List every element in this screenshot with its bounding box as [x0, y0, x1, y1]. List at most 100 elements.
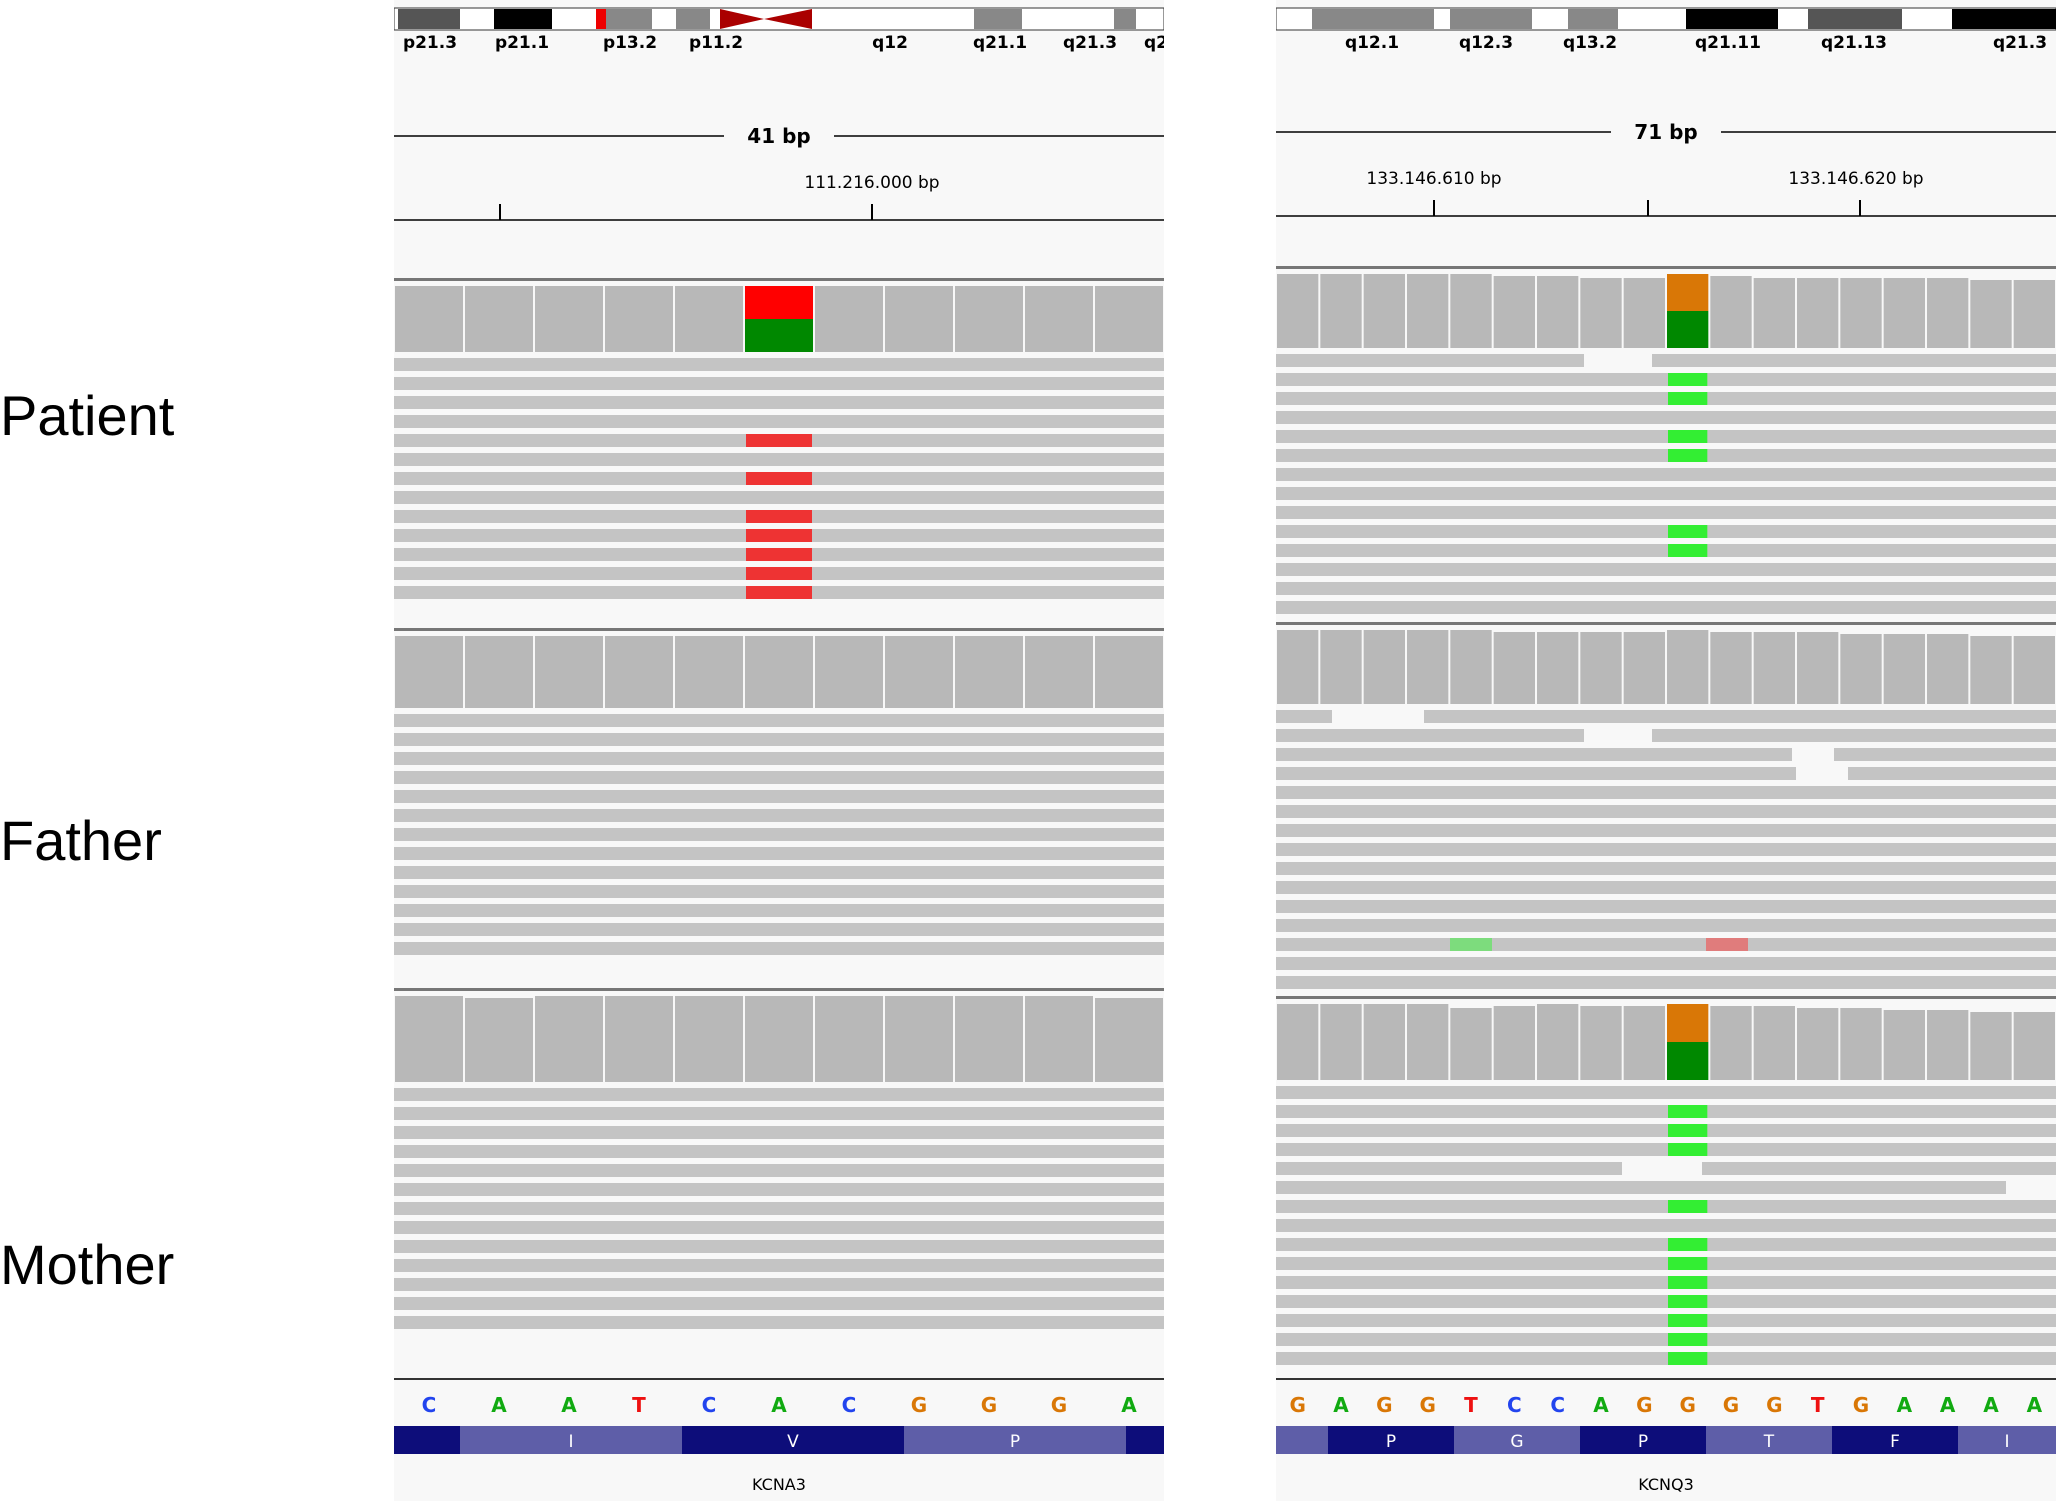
ideogram-band-label: q12	[872, 33, 908, 53]
coverage-bar	[885, 636, 953, 708]
read-mismatch	[1668, 392, 1708, 405]
ideogram-band-label: q12.3	[1459, 33, 1513, 53]
read	[1276, 748, 2056, 761]
read	[1276, 1200, 2056, 1213]
ideogram-band-label: q2	[1144, 33, 1164, 53]
read	[1276, 862, 2056, 875]
read	[394, 1259, 1164, 1272]
read	[394, 752, 1164, 765]
read-gap	[1796, 766, 1848, 781]
read	[1276, 487, 2056, 500]
coverage-bar	[1277, 1004, 1319, 1080]
sequence-base: T	[1811, 1393, 1825, 1417]
read	[1276, 1352, 2056, 1365]
sequence-base: A	[561, 1393, 577, 1417]
coverage-bar	[1840, 634, 1882, 704]
coverage-bar	[1450, 274, 1492, 348]
read	[394, 790, 1164, 803]
read	[1276, 824, 2056, 837]
coverage-bar	[955, 636, 1023, 708]
ideogram-band-label: q12.1	[1345, 33, 1399, 53]
coverage-bar	[395, 636, 463, 708]
read	[394, 1278, 1164, 1291]
sequence-base: A	[1333, 1393, 1349, 1417]
read-mismatch	[746, 586, 812, 599]
read	[1276, 976, 2056, 989]
coverage-bar	[1753, 278, 1795, 348]
igv-panel-kcnq3[interactable]: q12.1 q12.3 q13.2 q21.11 q21.13 q21.3 71 bp 133…	[1276, 0, 2056, 1501]
read	[394, 1221, 1164, 1234]
coverage-bar	[815, 636, 883, 708]
amino-acid-segment	[1580, 1426, 1706, 1454]
read	[1276, 373, 2056, 386]
coverage-bar	[1277, 274, 1319, 348]
coverage-bar	[1927, 634, 1969, 704]
read-mismatch-faint	[1450, 938, 1492, 951]
read-mismatch-faint	[1706, 938, 1748, 951]
read	[394, 1297, 1164, 1310]
coverage-bar-alt	[1667, 1004, 1709, 1042]
read	[1276, 786, 2056, 799]
ideogram-band-0	[1312, 9, 1434, 29]
igv-view-right[interactable]: q12.1 q12.3 q13.2 q21.11 q21.13 q21.3 71 bp 133…	[1276, 0, 2056, 1501]
coverage-bar	[1710, 632, 1752, 704]
ideogram-band-0	[398, 9, 460, 29]
amino-acid-label: I	[568, 1432, 573, 1452]
coverage-bar	[1025, 996, 1093, 1082]
read-mismatch	[1668, 1314, 1708, 1327]
read	[1276, 1086, 2056, 1099]
read-gap	[1792, 747, 1834, 762]
sequence-base: C	[842, 1393, 857, 1417]
track-separator	[1276, 266, 2056, 269]
amino-acid-label: T	[1763, 1432, 1775, 1452]
read	[1276, 468, 2056, 481]
read	[394, 1164, 1164, 1177]
read-gap	[1584, 728, 1652, 743]
track-separator	[394, 278, 1164, 281]
label-patient: Patient	[0, 384, 175, 447]
coverage-bar	[1537, 632, 1579, 704]
coverage-bar	[1883, 1010, 1925, 1080]
coverage-bar	[1095, 286, 1163, 352]
sequence-base: G	[1051, 1393, 1067, 1417]
ideogram-band-label: q21.1	[973, 33, 1027, 53]
read-mismatch	[1668, 1257, 1708, 1270]
amino-acid-segment	[1454, 1426, 1580, 1454]
sequence-base: T	[1464, 1393, 1478, 1417]
coverage-bar	[1537, 276, 1579, 348]
sequence-base: G	[1853, 1393, 1869, 1417]
read	[1276, 1333, 2056, 1346]
read	[1276, 506, 2056, 519]
coverage-bar	[2013, 636, 2055, 704]
read	[1276, 1314, 2056, 1327]
track-separator	[1276, 622, 2056, 625]
ruler-position-label: 111.216.000 bp	[804, 173, 939, 193]
read	[1276, 1143, 2056, 1156]
igv-panel-kcna3[interactable]: p21.3 p21.1 p13.2 p11.2 q12 q21.1 q21.3 q2 41 bp…	[394, 0, 1164, 1501]
igv-view-left[interactable]: p21.3 p21.1 p13.2 p11.2 q12 q21.1 q21.3 q2 41 bp…	[394, 0, 1164, 1501]
ruler-span-label: 41 bp	[747, 124, 810, 148]
read-mismatch	[1668, 1124, 1708, 1137]
coverage-bar	[605, 636, 673, 708]
read	[394, 1107, 1164, 1120]
ideogram-band-1	[1450, 9, 1532, 29]
read-gap	[1332, 709, 1424, 724]
read	[394, 1145, 1164, 1158]
coverage-bar	[1320, 630, 1362, 704]
read-mismatch	[746, 567, 812, 580]
sequence-base: A	[1983, 1393, 1999, 1417]
read-mismatch	[746, 434, 812, 447]
centromere-right	[764, 9, 812, 29]
ideogram-band-label: q21.13	[1821, 33, 1887, 53]
coverage-bar	[1927, 1010, 1969, 1080]
read	[394, 942, 1164, 955]
coverage-bar	[1797, 632, 1839, 704]
amino-acid-segment	[904, 1426, 1126, 1454]
coverage-bar	[1840, 278, 1882, 348]
ruler-span-label: 71 bp	[1634, 120, 1697, 144]
read	[1276, 938, 2056, 951]
sequence-base: A	[1940, 1393, 1956, 1417]
read	[394, 415, 1164, 428]
coverage-bar	[1623, 632, 1665, 704]
coverage-bar	[1580, 632, 1622, 704]
